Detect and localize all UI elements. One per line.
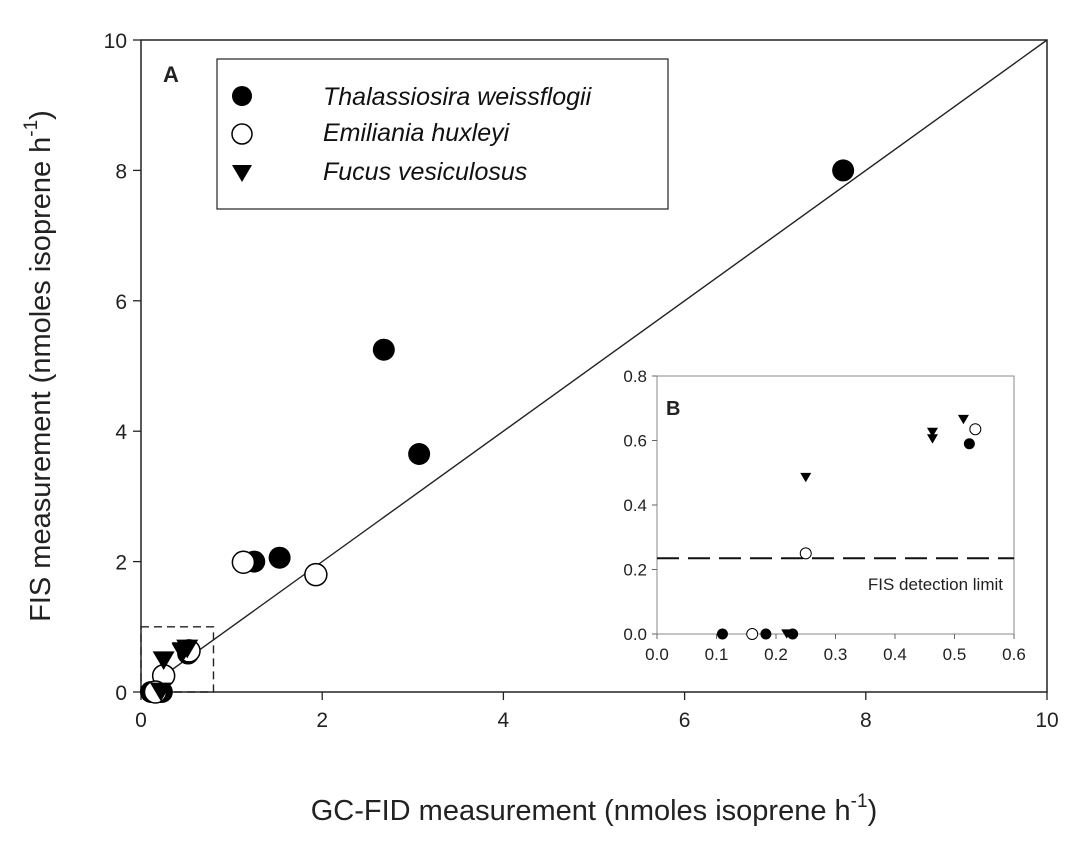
detection-limit-label: FIS detection limit xyxy=(868,575,1003,594)
legend-marker-thalassiosira xyxy=(232,86,252,106)
inset-x-tick-label: 0.3 xyxy=(824,645,848,664)
inset-point-open-circle xyxy=(799,547,812,560)
legend-marker-fucus xyxy=(232,165,252,182)
legend-label-thalassiosira: Thalassiosira weissflogii xyxy=(323,83,593,111)
data-point-filled-circle xyxy=(408,443,431,466)
x-axis-title: GC-FID measurement (nmoles isoprene h-1) xyxy=(311,791,878,827)
data-point-filled-triangle-down xyxy=(171,643,194,663)
panel-label-a: A xyxy=(163,62,179,87)
inset-region-group xyxy=(140,626,215,693)
x-tick-label: 6 xyxy=(679,709,691,732)
legend-marker-emiliania xyxy=(231,123,253,145)
inset-axis-ticks: 0.0 0.1 0.2 0.3 0.4 0.5 0.6 0.0 0.2 0.4 0.6 0.8 xyxy=(623,367,1025,664)
x-tick-label: 10 xyxy=(1035,709,1058,732)
data-point-filled-circle xyxy=(372,338,395,361)
inset-point-filled-triangle-down xyxy=(926,434,938,444)
inset-panel: 0.0 0.1 0.2 0.3 0.4 0.5 0.6 0.0 0.2 0.4 0.6 0.8 B F… xyxy=(623,367,1025,664)
y-tick-label: 2 xyxy=(115,552,127,575)
legend-box xyxy=(216,58,669,210)
inset-x-tick-label: 0.2 xyxy=(764,645,788,664)
data-point-open-circle xyxy=(304,562,328,587)
y-tick-label: 4 xyxy=(115,421,127,444)
x-tick-label: 0 xyxy=(135,709,147,732)
data-point-filled-circle xyxy=(268,546,291,569)
inset-point-filled-circle xyxy=(963,438,975,450)
data-point-filled-circle xyxy=(832,159,855,182)
y-tick-label: 0 xyxy=(115,682,127,705)
inset-y-tick-label: 0.2 xyxy=(623,561,647,580)
legend-label-fucus: Fucus vesiculosus xyxy=(323,158,527,186)
x-tick-label: 8 xyxy=(860,709,872,732)
inset-point-filled-circle xyxy=(716,628,728,640)
main-panel: 0 2 4 6 8 10 0 2 4 6 8 10 A Thalassiosira weissflog… xyxy=(21,30,1059,827)
main-axis-ticks: 0 2 4 6 8 10 0 2 4 6 8 10 xyxy=(104,30,1059,732)
legend-label-emiliania: Emiliania huxleyi xyxy=(323,119,511,147)
inset-point-filled-triangle-down xyxy=(800,472,812,483)
y-tick-label: 6 xyxy=(115,291,127,314)
inset-plot-frame xyxy=(656,375,1015,635)
inset-point-filled-triangle-down xyxy=(957,414,969,425)
inset-data-points xyxy=(716,414,982,640)
y-tick-label: 10 xyxy=(104,30,127,53)
inset-x-tick-label: 0.5 xyxy=(943,645,967,664)
inset-y-tick-label: 0.6 xyxy=(623,432,647,451)
y-tick-label: 8 xyxy=(115,160,127,183)
inset-x-tick-label: 0.1 xyxy=(705,645,729,664)
inset-y-tick-label: 0.4 xyxy=(623,496,647,515)
data-point-filled-triangle-down xyxy=(149,682,172,702)
inset-point-open-circle xyxy=(746,628,759,640)
data-point-open-circle xyxy=(231,550,256,575)
inset-point-filled-triangle-down xyxy=(926,427,938,438)
inset-point-filled-triangle-down xyxy=(781,629,793,639)
panel-label-b: B xyxy=(666,398,680,420)
inset-x-tick-label: 0.4 xyxy=(883,645,907,664)
main-data-points xyxy=(139,159,855,704)
inset-y-tick-label: 0.0 xyxy=(623,625,647,644)
x-tick-label: 4 xyxy=(498,709,510,732)
inset-y-tick-label: 0.8 xyxy=(623,367,647,386)
inset-point-open-circle xyxy=(969,423,982,436)
y-axis-title: FIS measurement (nmoles isoprene h-1) xyxy=(21,110,57,622)
one-to-one-line xyxy=(140,39,1048,693)
inset-point-filled-circle xyxy=(760,628,772,640)
inset-x-tick-label: 0.6 xyxy=(1002,645,1026,664)
data-point-filled-triangle-down xyxy=(152,651,175,671)
inset-x-tick-label: 0.0 xyxy=(645,645,669,664)
inset-region-box xyxy=(140,626,215,693)
main-plot-frame xyxy=(140,39,1048,693)
reference-line-group xyxy=(140,39,1048,693)
legend: Thalassiosira weissflogii Emiliania huxl… xyxy=(216,58,669,210)
x-tick-label: 2 xyxy=(316,709,328,732)
